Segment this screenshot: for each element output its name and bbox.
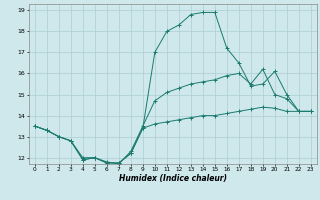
X-axis label: Humidex (Indice chaleur): Humidex (Indice chaleur): [119, 174, 227, 183]
